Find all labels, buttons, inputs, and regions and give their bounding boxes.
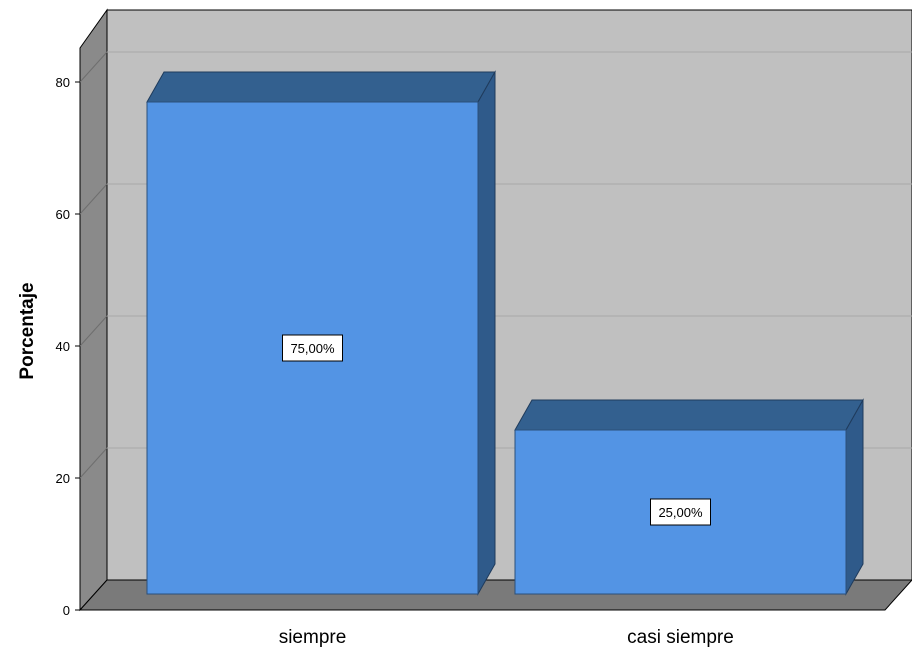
bar-side [477,70,496,596]
y-tick-label: 40 [56,339,70,354]
x-category-label: casi siempre [627,627,734,648]
y-tick-label: 0 [63,603,70,618]
data-label: 25,00% [658,505,703,520]
bar-top [514,399,864,431]
y-axis-label: Porcentaje [17,282,38,379]
gridline-side [79,183,108,215]
data-label: 75,00% [290,341,335,356]
gridline-side [79,315,108,347]
y-tick-label: 20 [56,471,70,486]
bar: 25,00% [514,398,864,596]
bar-top [146,71,496,103]
chart-side-wall [79,8,108,612]
data-label-box [282,334,343,362]
y-axis-ticks: 0 20 40 60 80 [56,75,80,618]
bars: 75,00% 25,00% [146,70,864,596]
bar: 75,00% [146,70,496,596]
gridline-side [79,51,108,83]
bar-side [845,398,864,596]
x-category-label: siempre [279,627,347,648]
data-label-box [650,498,711,526]
y-tick-label: 80 [56,75,70,90]
y-tick-label: 60 [56,207,70,222]
x-axis-labels: siempre casi siempre [279,627,734,648]
gridline-side [79,447,108,479]
